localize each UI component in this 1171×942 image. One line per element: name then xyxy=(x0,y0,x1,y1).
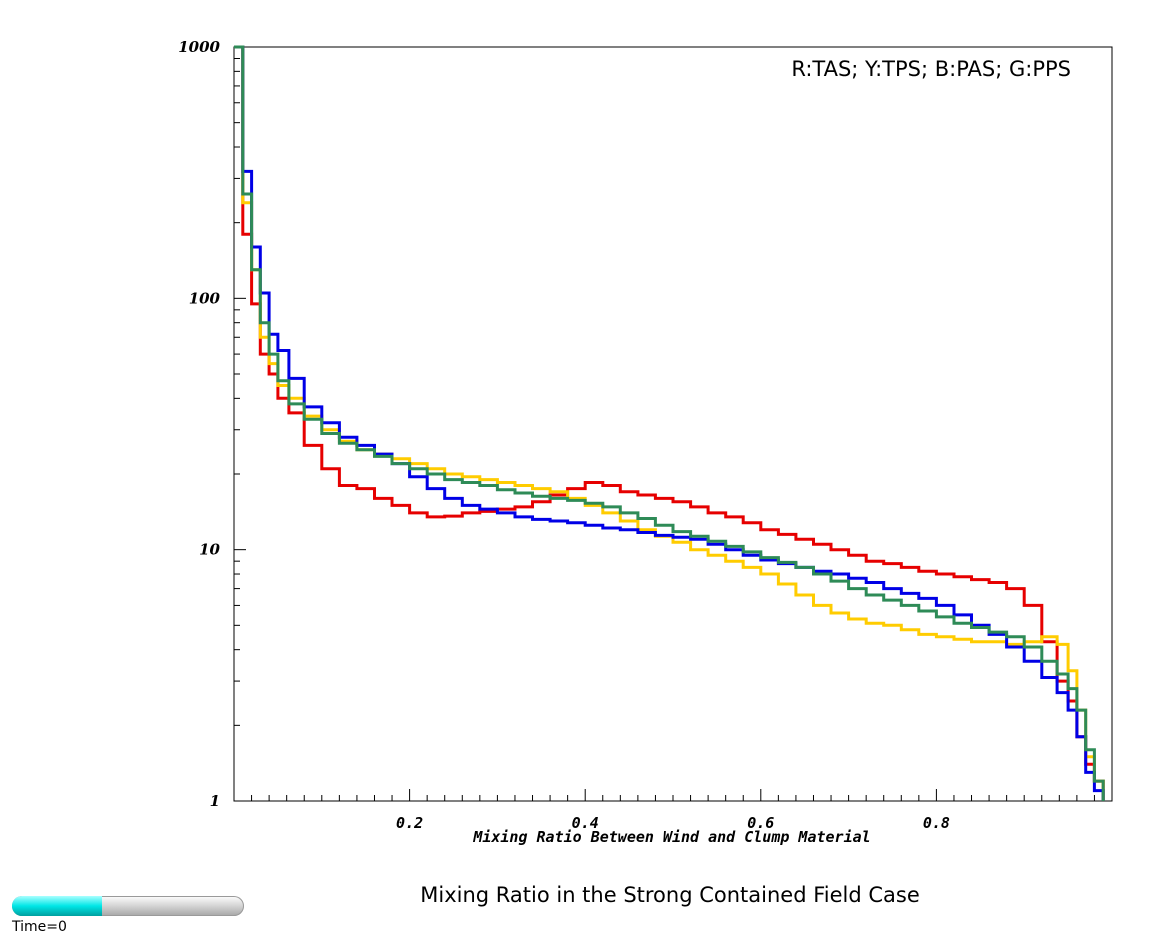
x-tick-label: 0.6 xyxy=(747,814,774,832)
time-label: Time=0 xyxy=(12,919,67,935)
y-tick-label: 100 xyxy=(189,289,221,307)
y-tick-label: 1 xyxy=(210,792,220,810)
x-tick-label: 0.8 xyxy=(923,814,950,832)
time-slider[interactable] xyxy=(12,896,244,916)
series-line-y xyxy=(234,45,1105,801)
x-tick-label: 0.2 xyxy=(396,814,423,832)
legend-annotation: R:TAS; Y:TPS; B:PAS; G:PPS xyxy=(791,57,1071,81)
chart-title: Mixing Ratio in the Strong Contained Fie… xyxy=(420,883,920,907)
plot-frame xyxy=(233,46,1113,802)
x-tick-label: 0.4 xyxy=(572,814,599,832)
series-line-g xyxy=(234,45,1105,801)
series-line-r xyxy=(234,45,1105,801)
mixing-ratio-chart: 1 10 100 1000 0.2 0.4 0.6 0.8 R:TAS; Y:TPS; B:… xyxy=(178,38,1113,846)
x-axis-label: Mixing Ratio Between Wind and Clump Mate… xyxy=(472,828,870,846)
y-tick-label: 10 xyxy=(199,541,220,559)
series-line-b xyxy=(234,45,1105,801)
time-slider-fill xyxy=(12,896,103,916)
y-tick-label: 1000 xyxy=(178,38,220,56)
